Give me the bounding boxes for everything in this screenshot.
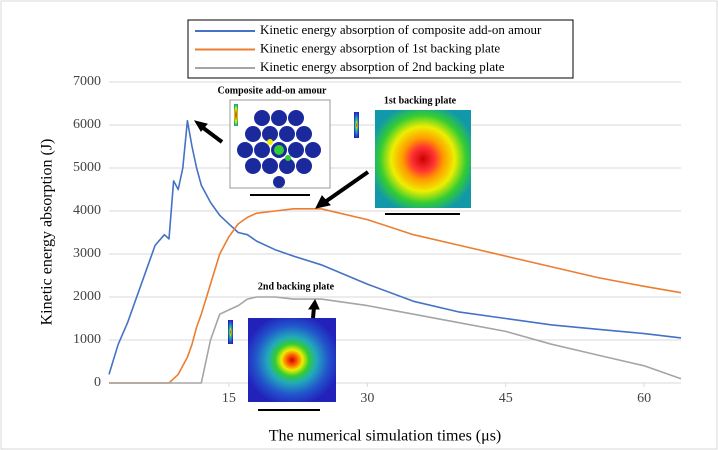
annotation: Composite add-on amour	[218, 85, 327, 96]
x-tick-label: 15	[222, 391, 236, 406]
legend-label: Kinetic energy absorption of 1st backing…	[260, 40, 500, 55]
y-tick-label: 7000	[73, 74, 101, 89]
y-tick-label: 2000	[73, 289, 101, 304]
x-axis-label: The numerical simulation times (μs)	[269, 428, 502, 445]
annotation: 2nd backing plate	[258, 281, 335, 292]
x-tick-label: 60	[637, 391, 651, 406]
inset-colorbar	[354, 112, 359, 138]
inset-image	[248, 318, 336, 402]
x-tick-label: 30	[360, 391, 374, 406]
y-tick-label: 3000	[73, 246, 101, 261]
y-tick-label: 0	[94, 375, 101, 390]
y-axis-label: Kinetic energy absorption (J)	[39, 139, 56, 326]
y-tick-label: 4000	[73, 203, 101, 218]
y-tick-label: 5000	[73, 160, 101, 175]
legend-label: Kinetic energy absorption of composite a…	[260, 22, 542, 37]
y-tick-label: 6000	[73, 117, 101, 132]
legend: Kinetic energy absorption of composite a…	[188, 20, 573, 78]
inset-colorbar	[234, 104, 238, 126]
chart: 0 1000 2000 3000 4000 5000 6000 7000 15 30 45 60 Ki…	[0, 0, 718, 450]
inset-image	[375, 110, 471, 208]
annotation: 1st backing plate	[384, 95, 457, 106]
inset-colorbar	[228, 320, 233, 344]
legend-label: Kinetic energy absorption of 2nd backing…	[260, 59, 505, 74]
x-tick-label: 45	[499, 391, 513, 406]
y-tick-label: 1000	[73, 332, 101, 347]
